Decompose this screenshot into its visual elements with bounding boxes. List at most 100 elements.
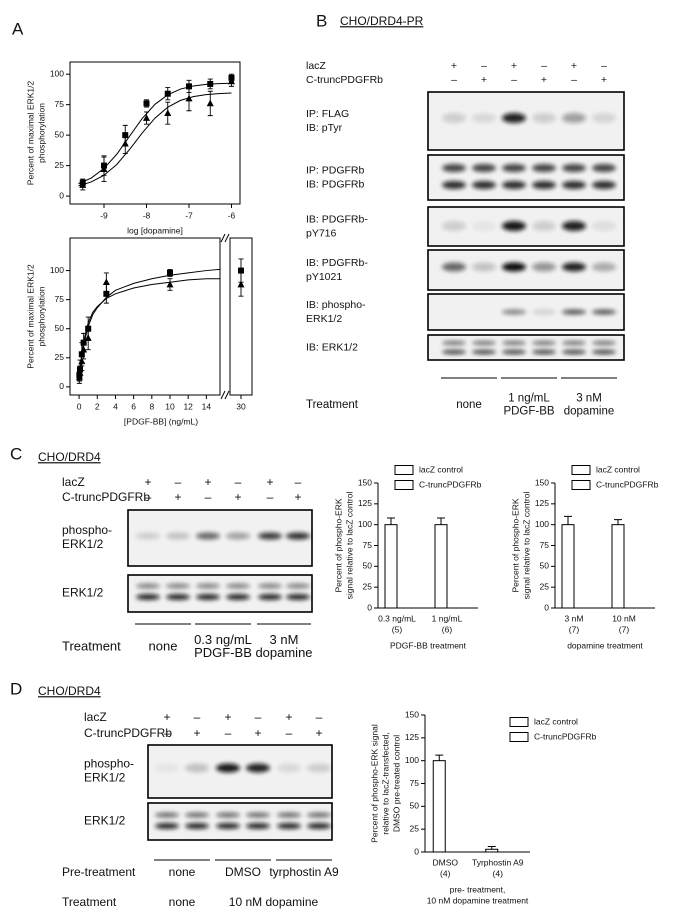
bar — [432, 760, 446, 853]
sign: + — [193, 726, 200, 740]
marker-triangle — [78, 357, 86, 365]
group-label: DMSO — [225, 865, 261, 879]
y-tick-label: 0 — [59, 381, 64, 391]
row-label: lacZ — [306, 60, 326, 72]
sign: – — [295, 475, 302, 489]
sign: + — [481, 74, 487, 86]
row-title: Treatment — [62, 895, 117, 909]
band — [136, 583, 160, 589]
x-tick-label: 14 — [202, 401, 212, 411]
y-tick-label: 0 — [59, 190, 64, 200]
y-tick-label: 50 — [363, 561, 373, 571]
band — [532, 262, 556, 272]
y-tick-label: 100 — [358, 519, 372, 529]
band — [532, 341, 556, 345]
error-bar — [437, 517, 445, 525]
blot-label: IB: PDGFRb — [306, 178, 365, 190]
band — [155, 823, 179, 829]
marker-square — [103, 290, 110, 297]
y-tick-label: 50 — [540, 561, 550, 571]
blot — [147, 744, 333, 799]
band — [216, 823, 240, 829]
marker-triangle — [228, 77, 235, 85]
row-title: Treatment — [62, 638, 121, 653]
plot-frame — [69, 61, 241, 205]
blot-label: IP: PDGFRb — [306, 164, 365, 176]
y-tick-label: 25 — [363, 581, 373, 591]
marker-square — [238, 267, 244, 274]
fit-line — [78, 268, 221, 382]
marker-triangle — [206, 99, 214, 107]
band — [226, 583, 250, 589]
x-tick-label: Tyrphostin A9 — [472, 857, 524, 867]
sign: – — [316, 710, 323, 724]
row-label: C-truncPDGFRb — [62, 490, 150, 504]
band — [592, 164, 616, 172]
band — [258, 583, 282, 589]
x-axis-label: log [dopamine] — [127, 225, 183, 235]
blot-label: IB: phospho- — [306, 299, 366, 311]
sign: + — [204, 475, 211, 489]
band — [258, 532, 282, 540]
legend-label: C-truncPDGFRb — [596, 479, 659, 489]
group-label: none — [169, 865, 196, 879]
y-tick-label: 150 — [535, 477, 549, 487]
group-label: 10 nM dopamine — [229, 895, 319, 909]
sign: – — [511, 74, 517, 86]
band — [307, 763, 331, 773]
legend-swatch — [509, 732, 529, 742]
n-label: (5) — [392, 624, 403, 634]
blot-label: ERK1/2 — [62, 586, 104, 600]
y-tick-label: 125 — [535, 498, 549, 508]
band — [442, 221, 466, 231]
group-label: 0.3 ng/mL — [194, 632, 252, 647]
band — [592, 309, 616, 315]
band — [472, 164, 496, 172]
row-label: C-truncPDGFRb — [84, 726, 172, 740]
sign: + — [285, 710, 292, 724]
band — [196, 583, 220, 589]
blot-label: IB: PDGFRb- — [306, 213, 368, 225]
y-tick-label: 150 — [405, 709, 419, 719]
blot-label: pY1021 — [306, 271, 342, 283]
band — [502, 181, 526, 189]
sign: – — [255, 710, 262, 724]
group-label: 3 nM — [576, 393, 602, 405]
blot — [427, 334, 625, 361]
x-tick-label: DMSO — [433, 857, 459, 867]
marker-triangle — [143, 114, 150, 121]
band — [136, 532, 160, 540]
blot — [147, 802, 333, 841]
sign: + — [294, 490, 301, 504]
blot-label: ERK1/2 — [306, 313, 342, 325]
x-tick-label: 10 — [165, 401, 175, 411]
band — [307, 812, 331, 818]
plot-frame — [69, 237, 221, 396]
blot — [127, 574, 313, 613]
sign: – — [175, 475, 182, 489]
band — [185, 763, 209, 773]
band — [277, 812, 301, 818]
band — [472, 221, 496, 231]
group-label: PDGF-BB — [503, 406, 554, 418]
x-tick-label: -7 — [185, 210, 193, 220]
axis-break — [220, 390, 226, 400]
x-axis-label: [PDGF-BB] (ng/mL) — [124, 416, 198, 426]
y-axis-label: Percent of phospho-ERK signal — [369, 724, 379, 843]
marker-triangle — [237, 280, 245, 288]
y-tick-label: 125 — [358, 498, 372, 508]
group-label: none — [456, 399, 482, 411]
y-tick-label: 0 — [544, 602, 549, 612]
band — [472, 262, 496, 272]
band — [472, 181, 496, 189]
bar — [611, 524, 625, 609]
panel-label: C — [10, 444, 22, 463]
band — [185, 812, 209, 818]
marker-square — [164, 90, 171, 97]
error-bar — [564, 515, 572, 525]
band — [277, 823, 301, 829]
band — [532, 350, 556, 354]
band — [532, 164, 556, 172]
